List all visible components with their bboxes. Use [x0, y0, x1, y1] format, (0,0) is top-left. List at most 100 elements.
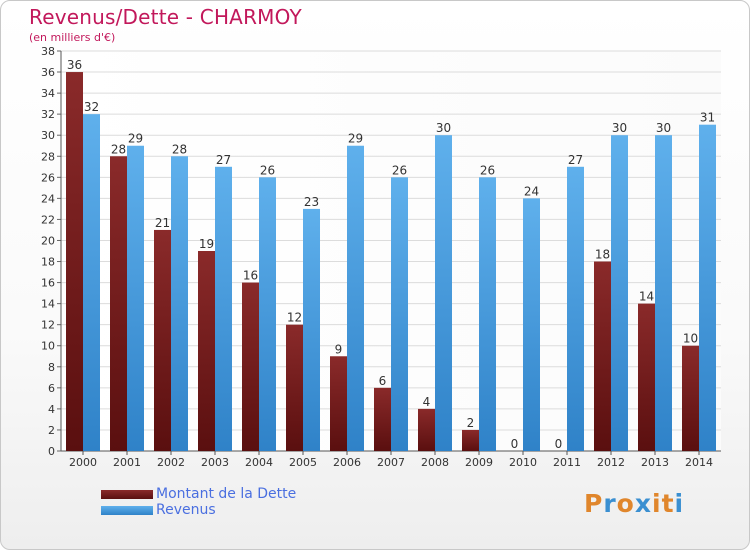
y-tick-label: 16 [41, 277, 55, 290]
x-tick-label: 2005 [289, 456, 317, 469]
data-label-debt: 10 [683, 332, 698, 346]
y-tick-label: 28 [41, 150, 55, 163]
bar-revenus [655, 135, 672, 452]
data-label-revenus: 24 [524, 184, 539, 198]
logo-letter: P [584, 489, 604, 518]
data-label-revenus: 29 [348, 132, 363, 146]
bar-revenus [611, 135, 628, 452]
y-tick-label: 12 [41, 319, 55, 332]
logo-letter: i [652, 489, 662, 518]
proxiti-logo: Proxiti [584, 489, 684, 518]
y-tick-label: 20 [41, 234, 55, 247]
y-tick-label: 36 [41, 66, 55, 79]
data-label-debt: 2 [467, 416, 475, 430]
bar-revenus [479, 177, 496, 451]
x-tick-label: 2012 [597, 456, 625, 469]
data-label-debt: 19 [199, 237, 214, 251]
data-label-debt: 14 [639, 290, 654, 304]
data-label-debt: 9 [335, 342, 343, 356]
data-label-revenus: 32 [84, 100, 99, 114]
chart-title: Revenus/Dette - CHARMOY [29, 5, 302, 29]
data-label-revenus: 30 [436, 121, 451, 135]
bar-debt [286, 324, 303, 451]
logo-letter: o [616, 489, 635, 518]
bar-debt [682, 345, 699, 451]
data-label-revenus: 31 [700, 111, 715, 125]
logo-letter: r [603, 489, 617, 518]
data-label-debt: 6 [379, 374, 387, 388]
legend-label-revenus: Revenus [156, 502, 216, 518]
data-label-debt: 12 [287, 311, 302, 325]
data-label-revenus: 27 [216, 153, 231, 167]
data-label-debt: 21 [155, 216, 170, 230]
bar-revenus [435, 135, 452, 452]
data-label-revenus: 26 [260, 163, 275, 177]
x-tick-label: 2014 [685, 456, 713, 469]
bar-revenus [171, 156, 188, 451]
x-tick-label: 2008 [421, 456, 449, 469]
data-label-debt: 16 [243, 269, 258, 283]
y-tick-label: 18 [41, 256, 55, 269]
data-label-debt: 18 [595, 248, 610, 262]
x-tick-label: 2004 [245, 456, 273, 469]
logo-letter: t [661, 489, 675, 518]
y-tick-label: 6 [48, 382, 55, 395]
y-tick-label: 26 [41, 171, 55, 184]
legend-label-debt: Montant de la Dette [156, 486, 297, 502]
bar-debt [638, 303, 655, 451]
data-label-revenus: 26 [392, 163, 407, 177]
data-label-revenus: 28 [172, 142, 187, 156]
logo-letter: x [634, 489, 652, 518]
y-tick-label: 30 [41, 129, 55, 142]
bar-debt [418, 408, 435, 451]
bar-debt [198, 251, 215, 451]
x-tick-label: 2009 [465, 456, 493, 469]
x-tick-label: 2002 [157, 456, 185, 469]
x-tick-label: 2000 [69, 456, 97, 469]
bar-revenus [83, 114, 100, 451]
x-tick-label: 2010 [509, 456, 537, 469]
y-tick-label: 14 [41, 298, 55, 311]
y-tick-label: 34 [41, 87, 55, 100]
bar-debt [330, 356, 347, 451]
bar-debt [594, 261, 611, 451]
bar-debt [66, 72, 83, 451]
bar-revenus [567, 166, 584, 451]
data-label-revenus: 30 [612, 121, 627, 135]
bar-revenus [699, 124, 716, 452]
x-tick-label: 2013 [641, 456, 669, 469]
data-label-revenus: 26 [480, 163, 495, 177]
bar-revenus [259, 177, 276, 451]
bar-revenus [303, 208, 320, 451]
data-label-debt: 0 [555, 437, 563, 451]
y-tick-label: 22 [41, 213, 55, 226]
bar-revenus [215, 166, 232, 451]
data-label-debt: 36 [67, 58, 82, 72]
legend-item-revenus: Revenus [101, 502, 296, 518]
y-tick-label: 32 [41, 108, 55, 121]
bar-debt [242, 282, 259, 451]
legend-item-debt: Montant de la Dette [101, 486, 296, 502]
data-label-debt: 0 [511, 437, 519, 451]
x-tick-label: 2003 [201, 456, 229, 469]
y-tick-label: 10 [41, 340, 55, 353]
y-tick-label: 8 [48, 361, 55, 374]
data-label-revenus: 29 [128, 132, 143, 146]
y-tick-label: 38 [41, 45, 55, 58]
legend-swatch-revenus [101, 505, 153, 515]
data-label-debt: 4 [423, 395, 431, 409]
bar-revenus [523, 198, 540, 451]
x-tick-label: 2006 [333, 456, 361, 469]
y-tick-label: 0 [48, 445, 55, 458]
bar-debt [374, 387, 391, 451]
bar-debt [110, 156, 127, 451]
bar-revenus [347, 145, 364, 451]
data-label-debt: 28 [111, 142, 126, 156]
chart-subtitle: (en milliers d'€) [29, 31, 116, 44]
y-tick-label: 4 [48, 403, 55, 416]
y-tick-label: 24 [41, 192, 55, 205]
bar-debt [154, 229, 171, 451]
data-label-revenus: 30 [656, 121, 671, 135]
